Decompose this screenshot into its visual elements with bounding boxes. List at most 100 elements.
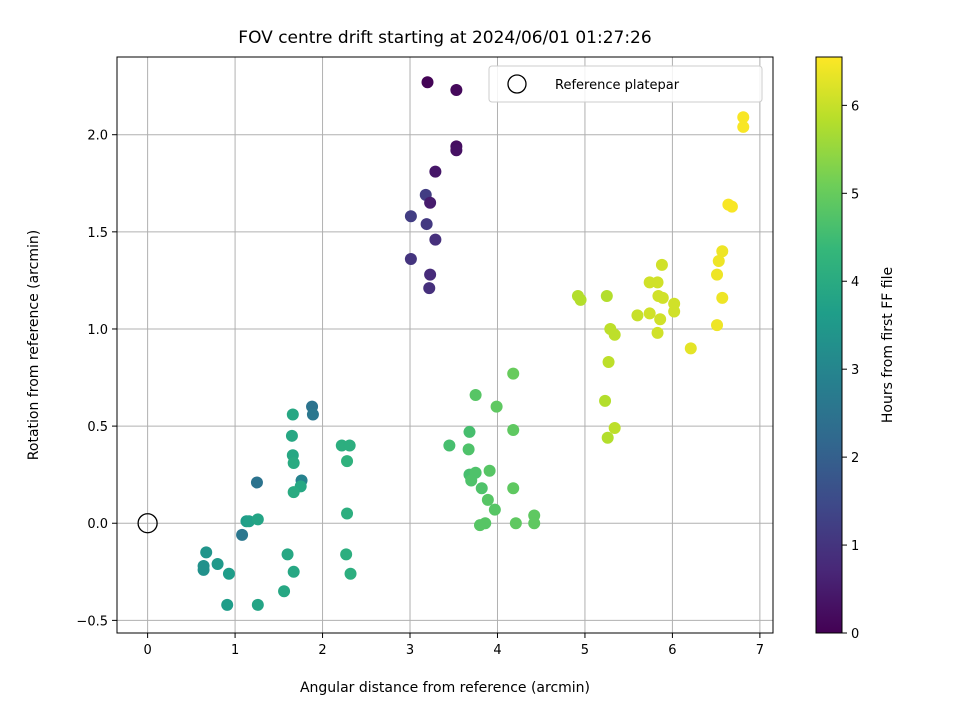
data-point (423, 282, 436, 295)
data-point (286, 408, 299, 421)
x-tick-label: 2 (318, 643, 326, 658)
data-point (725, 200, 738, 213)
data-point (285, 429, 298, 442)
data-point (211, 558, 224, 571)
x-axis-label: Angular distance from reference (arcmin) (300, 680, 590, 696)
x-tick-label: 0 (143, 643, 151, 658)
data-point (469, 389, 482, 402)
data-point (608, 422, 621, 435)
data-point (462, 443, 475, 456)
data-point (420, 218, 433, 231)
data-point (306, 408, 319, 421)
data-point (236, 528, 249, 541)
data-point (287, 486, 300, 499)
y-tick-label: 2.0 (87, 129, 108, 144)
data-point (251, 598, 264, 611)
data-point (424, 268, 437, 281)
data-point (200, 546, 213, 559)
data-point (716, 245, 729, 258)
y-axis-label: Rotation from reference (arcmin) (26, 230, 42, 460)
x-tick-label: 6 (668, 643, 676, 658)
data-point (737, 111, 750, 124)
data-point (631, 309, 644, 322)
data-point (429, 165, 442, 178)
data-point (475, 482, 488, 495)
data-point (341, 455, 354, 468)
data-point (574, 293, 587, 306)
data-point (602, 355, 615, 368)
data-point (668, 305, 681, 318)
data-point (463, 425, 476, 438)
x-tick-label: 4 (493, 643, 501, 658)
data-point (737, 120, 750, 133)
data-point (340, 548, 353, 561)
data-point (250, 476, 263, 489)
data-point (344, 567, 357, 580)
data-point (450, 84, 463, 97)
data-point (251, 513, 264, 526)
data-point (473, 519, 486, 532)
data-point (429, 233, 442, 246)
y-tick-label: −0.5 (76, 614, 108, 629)
data-point (654, 313, 667, 326)
data-point (221, 598, 234, 611)
data-point (488, 503, 501, 516)
data-point (599, 394, 612, 407)
y-tick-label: 0.0 (87, 517, 108, 532)
colorbar-label: Hours from first FF file (880, 267, 896, 423)
data-point (651, 276, 664, 289)
data-point (711, 268, 724, 281)
colorbar-tick-label: 3 (851, 363, 859, 378)
data-point (424, 196, 437, 209)
colorbar-gradient (815, 56, 843, 634)
legend: Reference platepar (488, 65, 763, 103)
data-point (465, 474, 478, 487)
data-point (481, 493, 494, 506)
colorbar-tick-label: 0 (851, 627, 859, 642)
x-tick-label: 7 (756, 643, 764, 658)
data-point (651, 326, 664, 339)
colorbar-tick-label: 2 (851, 451, 859, 466)
colorbar: 0 1 2 3 4 5 6 (815, 56, 859, 642)
data-point (507, 482, 520, 495)
data-point (655, 258, 668, 271)
y-tick-label: 1.5 (87, 226, 108, 241)
reference-platepar-marker (137, 513, 158, 534)
x-tick-label: 5 (581, 643, 589, 658)
data-point (507, 423, 520, 436)
data-point (222, 567, 235, 580)
data-point (711, 319, 724, 332)
data-point (278, 585, 291, 598)
x-tick-label: 3 (406, 643, 414, 658)
colorbar-tick-label: 6 (851, 99, 859, 114)
colorbar-tick-label: 1 (851, 539, 859, 554)
data-point (600, 289, 613, 302)
data-point (509, 517, 522, 530)
data-point (684, 342, 697, 355)
data-point (443, 439, 456, 452)
data-point (643, 307, 656, 320)
data-point (656, 291, 669, 304)
data-point (528, 517, 541, 530)
data-point (404, 210, 417, 223)
data-point (608, 328, 621, 341)
colorbar-tick-label: 4 (851, 275, 859, 290)
data-point (712, 254, 725, 267)
chart-title: FOV centre drift starting at 2024/06/01 … (238, 28, 651, 48)
y-tick-label: 0.5 (87, 420, 108, 435)
data-point (287, 565, 300, 578)
data-point (404, 253, 417, 266)
data-point (341, 507, 354, 520)
legend-box (488, 65, 763, 103)
data-point (450, 144, 463, 157)
data-point (197, 563, 210, 576)
data-point (287, 457, 300, 470)
plot-frame (116, 56, 774, 634)
colorbar-tick-label: 5 (851, 187, 859, 202)
data-point (483, 464, 496, 477)
data-point (601, 431, 614, 444)
legend-label-reference: Reference platepar (555, 78, 680, 93)
data-point (343, 439, 356, 452)
x-tick-label: 1 (231, 643, 239, 658)
